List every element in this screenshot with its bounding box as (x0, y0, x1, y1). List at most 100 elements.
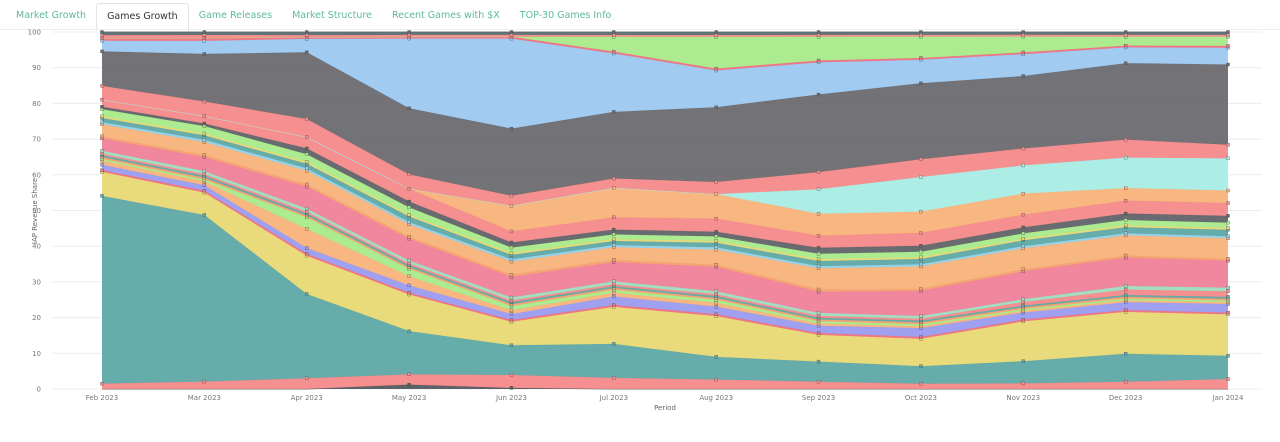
data-point[interactable] (407, 274, 411, 278)
data-point[interactable] (612, 186, 616, 190)
data-point[interactable] (1123, 287, 1128, 292)
data-point[interactable] (714, 239, 718, 243)
data-point[interactable] (407, 220, 411, 224)
data-point[interactable] (816, 380, 821, 384)
area-series-S24[interactable] (102, 85, 1228, 206)
data-point[interactable] (100, 105, 104, 109)
data-point[interactable] (816, 170, 821, 174)
data-point[interactable] (919, 255, 923, 259)
data-point[interactable] (1021, 225, 1025, 230)
data-point[interactable] (1226, 214, 1230, 218)
data-point[interactable] (202, 39, 207, 43)
data-point[interactable] (919, 287, 923, 291)
data-point[interactable] (1123, 218, 1128, 222)
data-point[interactable] (612, 110, 616, 114)
data-point[interactable] (100, 30, 104, 34)
area-series-S26[interactable] (102, 38, 1228, 129)
data-point[interactable] (1226, 295, 1230, 299)
tab-top30-games-info[interactable]: TOP-30 Games Info (519, 10, 612, 21)
data-point[interactable] (816, 234, 821, 238)
data-point[interactable] (202, 172, 207, 176)
data-point[interactable] (919, 250, 923, 254)
data-point[interactable] (509, 240, 514, 245)
data-point[interactable] (919, 382, 923, 386)
area-series-S23[interactable] (102, 99, 1228, 214)
data-point[interactable] (1123, 198, 1128, 203)
data-point[interactable] (612, 342, 616, 346)
area-series-S3[interactable] (102, 195, 1228, 384)
data-point[interactable] (1021, 297, 1025, 301)
data-point[interactable] (612, 294, 616, 299)
data-point[interactable] (100, 36, 104, 40)
data-point[interactable] (1021, 231, 1025, 236)
data-point[interactable] (1226, 30, 1230, 34)
data-point[interactable] (612, 176, 616, 181)
data-point[interactable] (612, 215, 616, 219)
data-point[interactable] (1226, 310, 1230, 315)
data-point[interactable] (305, 376, 309, 380)
data-point[interactable] (1123, 186, 1128, 190)
data-point[interactable] (407, 372, 411, 377)
data-point[interactable] (919, 157, 923, 161)
data-point[interactable] (1123, 43, 1128, 48)
data-point[interactable] (100, 33, 104, 37)
data-point[interactable] (612, 33, 616, 37)
data-point[interactable] (612, 49, 616, 54)
data-point[interactable] (612, 279, 616, 283)
tab-games-growth[interactable]: Games Growth (96, 3, 189, 31)
data-point[interactable] (714, 230, 718, 234)
data-point[interactable] (1226, 234, 1230, 238)
data-point[interactable] (1021, 359, 1025, 363)
data-point[interactable] (1123, 284, 1128, 288)
data-point[interactable] (1226, 226, 1230, 230)
data-point[interactable] (1021, 33, 1025, 37)
data-point[interactable] (816, 359, 821, 364)
data-point[interactable] (1021, 30, 1025, 34)
data-point[interactable] (1021, 303, 1025, 308)
data-point[interactable] (612, 303, 616, 307)
data-point[interactable] (407, 382, 411, 387)
data-point[interactable] (1021, 381, 1025, 386)
data-point[interactable] (1226, 201, 1230, 205)
data-point[interactable] (1021, 50, 1025, 55)
data-point[interactable] (202, 189, 207, 193)
data-point[interactable] (612, 243, 616, 247)
data-point[interactable] (1226, 188, 1230, 193)
data-point[interactable] (1123, 33, 1128, 37)
data-point[interactable] (509, 318, 514, 322)
data-point[interactable] (714, 216, 718, 221)
data-point[interactable] (714, 377, 718, 382)
data-point[interactable] (816, 331, 821, 335)
data-point[interactable] (1226, 62, 1230, 67)
data-point[interactable] (816, 252, 821, 256)
data-point[interactable] (816, 92, 821, 97)
data-point[interactable] (100, 151, 104, 156)
data-point[interactable] (305, 246, 309, 250)
data-point[interactable] (509, 245, 514, 250)
data-point[interactable] (100, 149, 104, 153)
data-point[interactable] (407, 235, 411, 239)
tab-market-growth[interactable]: Market Growth (16, 10, 87, 21)
data-point[interactable] (919, 244, 923, 248)
data-point[interactable] (714, 66, 718, 71)
data-point[interactable] (612, 291, 616, 295)
data-point[interactable] (1123, 155, 1128, 160)
data-point[interactable] (714, 30, 718, 34)
data-point[interactable] (100, 382, 104, 386)
data-point[interactable] (407, 199, 411, 204)
data-point[interactable] (816, 257, 821, 261)
data-point[interactable] (1123, 231, 1128, 235)
data-point[interactable] (919, 33, 923, 37)
data-point[interactable] (509, 308, 514, 313)
data-point[interactable] (100, 134, 104, 138)
data-point[interactable] (305, 252, 309, 256)
tab-recent-games[interactable]: Recent Games with $X (391, 10, 500, 21)
area-series-S4[interactable] (102, 171, 1228, 367)
data-point[interactable] (407, 33, 411, 37)
data-point[interactable] (1123, 380, 1128, 384)
data-point[interactable] (816, 212, 821, 216)
data-point[interactable] (100, 114, 104, 118)
data-point[interactable] (1021, 163, 1025, 168)
data-point[interactable] (919, 175, 923, 179)
data-point[interactable] (100, 120, 104, 124)
